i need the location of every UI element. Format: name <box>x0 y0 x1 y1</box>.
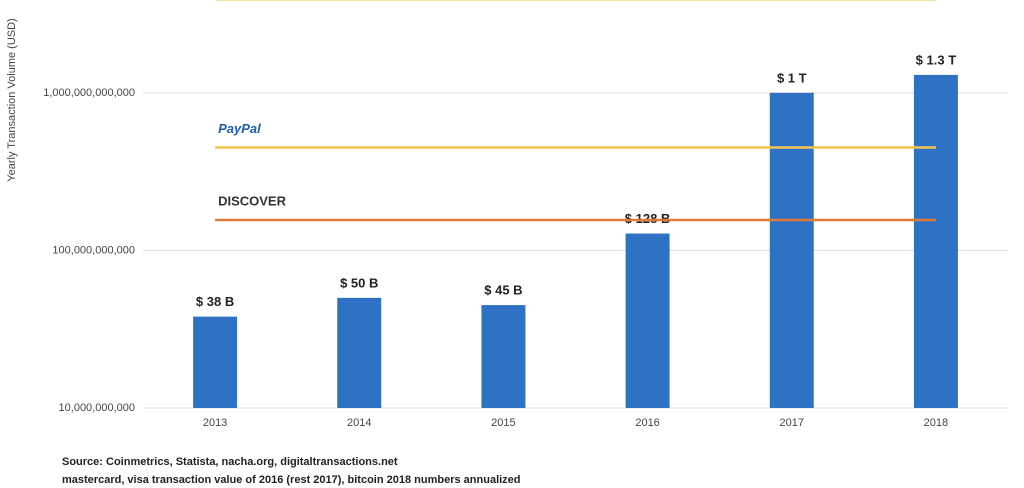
x-tick-label: 2015 <box>491 417 515 429</box>
y-tick-label: 10,000,000,000 <box>59 402 135 414</box>
value-label: $ 50 B <box>340 275 378 290</box>
source-note: Source: Coinmetrics, Statista, nacha.org… <box>62 456 398 468</box>
x-tick-label: 2014 <box>347 417 371 429</box>
x-tick-label: 2018 <box>924 417 948 429</box>
value-label: $ 1 T <box>777 70 807 85</box>
bar <box>193 316 238 408</box>
x-tick-label: 2016 <box>635 417 659 429</box>
bar <box>769 92 814 409</box>
value-label: $ 128 B <box>625 211 671 226</box>
bar <box>481 305 526 408</box>
bar <box>337 297 382 408</box>
x-tick-label: 2013 <box>203 417 227 429</box>
x-tick-label: 2017 <box>780 417 804 429</box>
bar <box>913 74 958 408</box>
value-label: $ 1.3 T <box>916 52 957 67</box>
reference-label: DISCOVER <box>218 193 287 208</box>
value-label: $ 38 B <box>196 294 234 309</box>
bar <box>625 233 670 408</box>
source-note: mastercard, visa transaction value of 20… <box>62 474 521 486</box>
y-tick-label: 1,000,000,000,000 <box>43 87 135 99</box>
y-axis-title: Yearly Transaction Volume (USD) <box>6 18 18 181</box>
y-tick-label: 100,000,000,000 <box>52 244 135 256</box>
value-label: $ 45 B <box>484 283 522 298</box>
reference-label: PayPal <box>218 121 261 136</box>
